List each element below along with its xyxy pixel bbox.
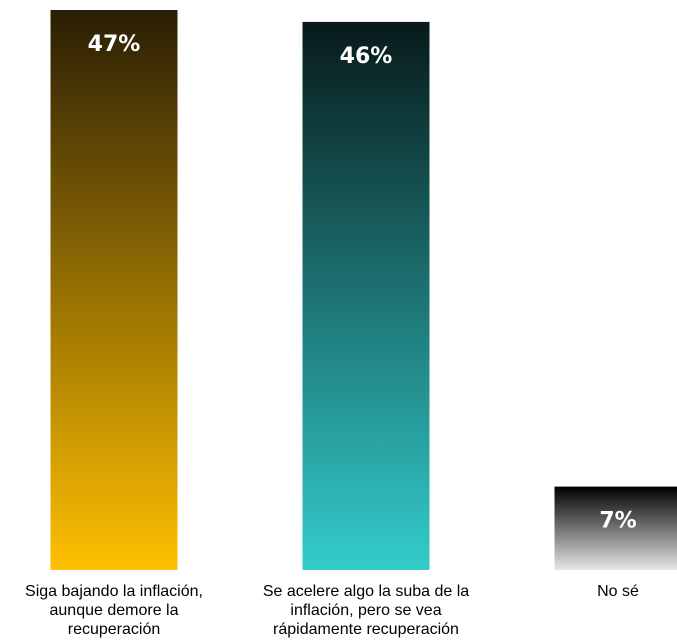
category-label-se-acelere: Se acelere algo la suba de la inflación,… bbox=[262, 583, 470, 638]
category-label-siga-bajando: Siga bajando la inflación, aunque demore… bbox=[25, 583, 203, 638]
value-label-no-se: 7% bbox=[599, 509, 636, 534]
value-label-se-acelere: 46% bbox=[340, 44, 393, 69]
bar-no-se bbox=[554, 486, 677, 570]
value-label-siga-bajando: 47% bbox=[88, 32, 141, 57]
value-labels-group: 47% 46% 7% bbox=[88, 32, 637, 534]
bars-group bbox=[50, 10, 677, 570]
category-label-no-se: No sé bbox=[597, 583, 639, 600]
bar-siga-bajando bbox=[50, 10, 178, 570]
bar-se-acelere bbox=[302, 21, 430, 570]
